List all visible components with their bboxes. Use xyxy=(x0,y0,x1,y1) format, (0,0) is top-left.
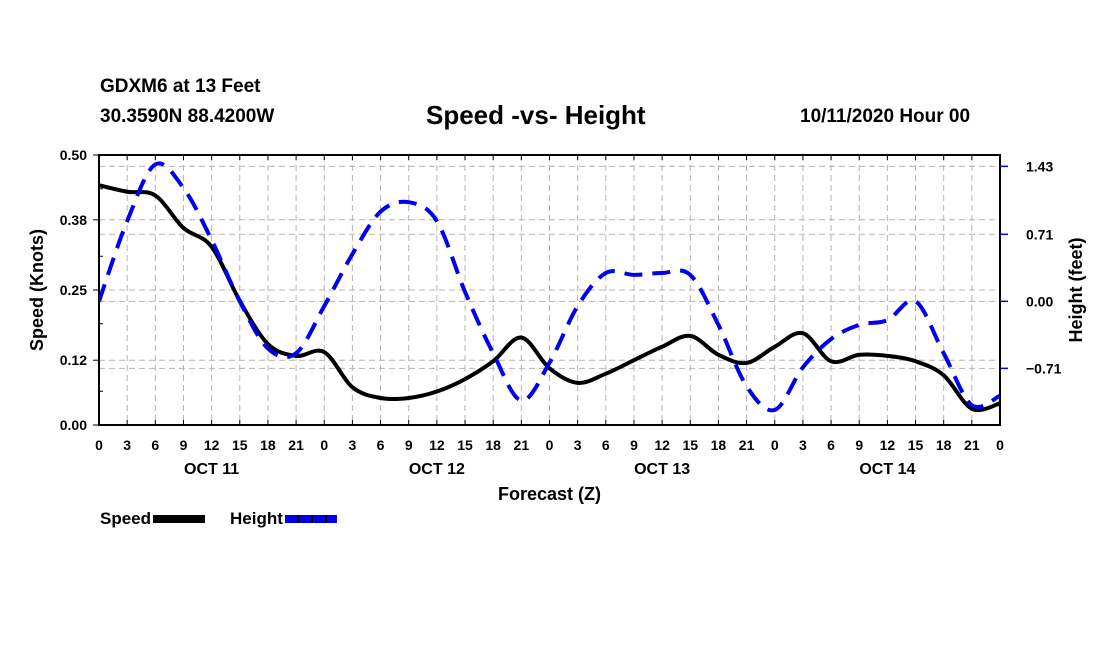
series-speed xyxy=(99,183,1000,413)
y-axis-title: Speed (Knots) xyxy=(27,229,47,351)
x-tick-label: 18 xyxy=(485,437,501,453)
x-tick-label: 21 xyxy=(739,437,755,453)
y2-tick-label: 0.71 xyxy=(1026,226,1053,242)
x-tick-label: 21 xyxy=(964,437,980,453)
x-tick-label: 3 xyxy=(574,437,582,453)
series-height xyxy=(99,161,1000,413)
x-tick-label: 6 xyxy=(377,437,385,453)
x-tick-label: 6 xyxy=(151,437,159,453)
legend-speed: Speed xyxy=(100,509,206,529)
x-tick-label: 12 xyxy=(880,437,896,453)
y-tick-label: 0.25 xyxy=(60,282,87,298)
chart-title: Speed -vs- Height xyxy=(426,100,646,130)
y-tick-label: 0.00 xyxy=(60,417,87,433)
x-axis-title: Forecast (Z) xyxy=(498,484,601,504)
day-label: OCT 13 xyxy=(634,461,690,478)
y-tick-label: 0.12 xyxy=(60,352,87,368)
y-tick-label: 0.50 xyxy=(60,147,87,163)
x-tick-label: 3 xyxy=(123,437,131,453)
x-tick-label: 18 xyxy=(936,437,952,453)
day-label: OCT 12 xyxy=(409,461,465,478)
x-tick-label: 9 xyxy=(855,437,863,453)
x-tick-label: 15 xyxy=(232,437,248,453)
day-label: OCT 11 xyxy=(184,461,239,478)
x-tick-label: 9 xyxy=(180,437,188,453)
x-tick-label: 21 xyxy=(514,437,530,453)
day-label: OCT 14 xyxy=(859,461,915,478)
y2-tick-label: −0.71 xyxy=(1026,360,1062,376)
legend-height-label: Height xyxy=(230,509,283,528)
x-tick-label: 12 xyxy=(429,437,445,453)
y-tick-label: 0.38 xyxy=(60,212,87,228)
line-height xyxy=(99,161,1000,413)
x-tick-label: 15 xyxy=(457,437,473,453)
x-tick-label: 12 xyxy=(204,437,220,453)
station-label: GDXM6 at 13 Feet xyxy=(100,76,261,97)
x-tick-label: 15 xyxy=(908,437,924,453)
x-tick-label: 0 xyxy=(95,437,103,453)
legend-height-swatch xyxy=(284,515,337,523)
x-tick-label: 21 xyxy=(288,437,304,453)
y2-tick-label: 0.00 xyxy=(1026,293,1053,309)
x-tick-label: 3 xyxy=(349,437,357,453)
x-tick-label: 18 xyxy=(711,437,727,453)
x-tick-label: 12 xyxy=(654,437,670,453)
y2-tick-label: 1.43 xyxy=(1026,158,1053,174)
x-tick-label: 15 xyxy=(682,437,698,453)
x-tick-label: 6 xyxy=(602,437,610,453)
datetime-label: 10/11/2020 Hour 00 xyxy=(800,106,971,127)
y2-axis-title: Height (feet) xyxy=(1066,238,1086,343)
x-tick-label: 0 xyxy=(546,437,554,453)
x-tick-label: 0 xyxy=(771,437,779,453)
x-tick-label: 0 xyxy=(996,437,1004,453)
legend-speed-swatch xyxy=(153,515,206,523)
coordinates-label: 30.3590N 88.4200W xyxy=(100,106,275,127)
x-tick-label: 18 xyxy=(260,437,276,453)
x-tick-label: 9 xyxy=(630,437,638,453)
x-tick-label: 6 xyxy=(827,437,835,453)
line-speed xyxy=(99,183,1000,413)
x-tick-label: 0 xyxy=(320,437,328,453)
legend-height: Height xyxy=(230,509,337,529)
legend-speed-label: Speed xyxy=(100,509,152,528)
x-tick-label: 9 xyxy=(405,437,413,453)
x-tick-label: 3 xyxy=(799,437,807,453)
